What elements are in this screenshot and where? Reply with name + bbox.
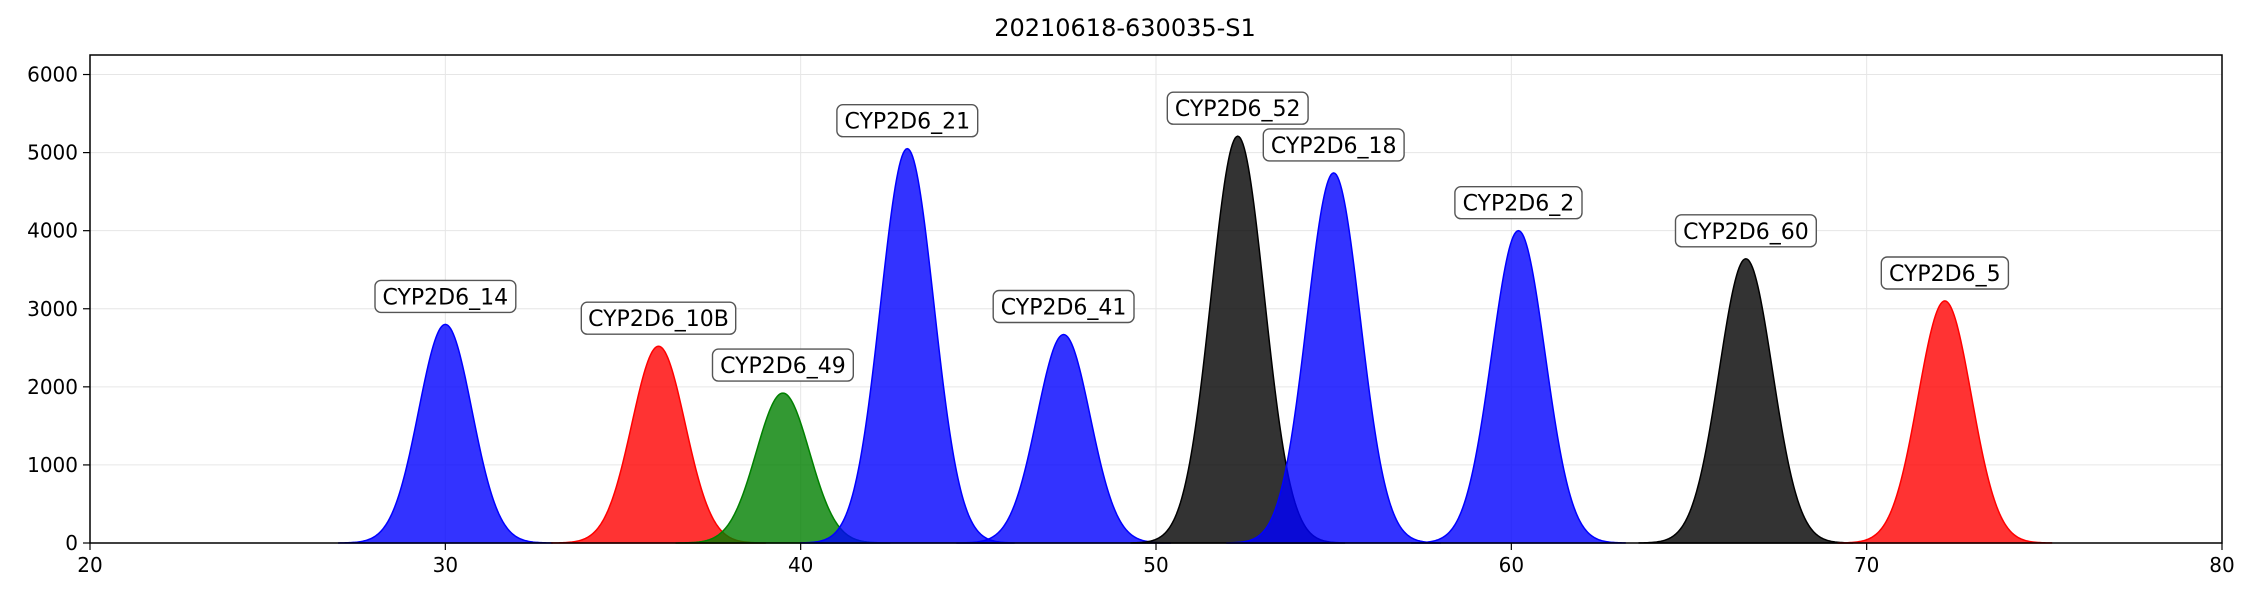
label-layer: CYP2D6_14 CYP2D6_10B CYP2D6_49 CYP2D6_21 CYP… (374, 91, 2010, 382)
x-tick-label: 80 (2209, 553, 2234, 577)
x-tick-label: 50 (1143, 553, 1168, 577)
peak-area (799, 147, 1015, 544)
peak-label: CYP2D6_49 (711, 348, 855, 382)
peak-label: CYP2D6_21 (836, 103, 979, 138)
peak-area (1837, 300, 2053, 544)
peak-label-box (836, 103, 979, 138)
peak-label-text: CYP2D6_2 (1463, 192, 1575, 217)
y-tick-label: 6000 (27, 63, 78, 87)
peak-label: CYP2D6_41 (992, 289, 1135, 324)
y-tick-label: 1000 (27, 453, 78, 477)
peak-label-box (1880, 256, 2010, 290)
peak-label-box (1166, 91, 1309, 125)
peak-label: CYP2D6_18 (1262, 128, 1405, 162)
peak-area (1638, 258, 1854, 544)
peak-label: CYP2D6_2 (1454, 185, 1583, 220)
peak-label-text: CYP2D6_52 (1175, 97, 1301, 122)
peak-label-text: CYP2D6_18 (1271, 134, 1397, 159)
y-tick-label: 2000 (27, 375, 78, 399)
x-tick-label: 30 (433, 553, 458, 577)
peak-label-text: CYP2D6_5 (1889, 262, 2001, 287)
peak-layer (337, 135, 2053, 544)
peak-label-text: CYP2D6_10B (588, 307, 729, 332)
peak-label: CYP2D6_5 (1880, 256, 2010, 290)
peak-label: CYP2D6_10B (580, 301, 737, 335)
y-tick-label: 5000 (27, 141, 78, 165)
chart-title: 20210618-630035-S1 (994, 14, 1256, 42)
peak-label-text: CYP2D6_21 (844, 110, 970, 135)
peak-label-text: CYP2D6_49 (720, 354, 846, 379)
peak-area (337, 323, 553, 544)
peak-label-box (1454, 185, 1583, 220)
peak-label-box (992, 289, 1135, 324)
y-tick-label: 0 (65, 531, 78, 555)
peak-label-box (374, 279, 517, 314)
x-tick-label: 60 (1499, 553, 1524, 577)
peak-area (1226, 172, 1442, 544)
peak-label: CYP2D6_60 (1674, 214, 1818, 248)
y-tick-label: 4000 (27, 219, 78, 243)
peak-label-text: CYP2D6_41 (1001, 296, 1127, 321)
peak-label: CYP2D6_14 (374, 279, 517, 314)
x-tick-label: 40 (788, 553, 813, 577)
peak-area (956, 333, 1171, 544)
x-tick-label: 70 (1854, 553, 1879, 577)
y-tick-label: 3000 (27, 297, 78, 321)
x-tick-label: 20 (77, 553, 102, 577)
peak-label-box (711, 348, 855, 382)
peak-label-text: CYP2D6_60 (1683, 220, 1809, 245)
peak-area (1411, 229, 1626, 544)
peak-label-box (1674, 214, 1818, 248)
peak-label: CYP2D6_52 (1166, 91, 1309, 125)
peak-label-box (1262, 128, 1405, 162)
peak-label-box (580, 301, 737, 335)
tick-layer: 20 30 40 50 60 70 80 0 1000 2000 3000 4000 5000 6000 (27, 63, 2235, 577)
peak-label-text: CYP2D6_14 (382, 285, 508, 310)
